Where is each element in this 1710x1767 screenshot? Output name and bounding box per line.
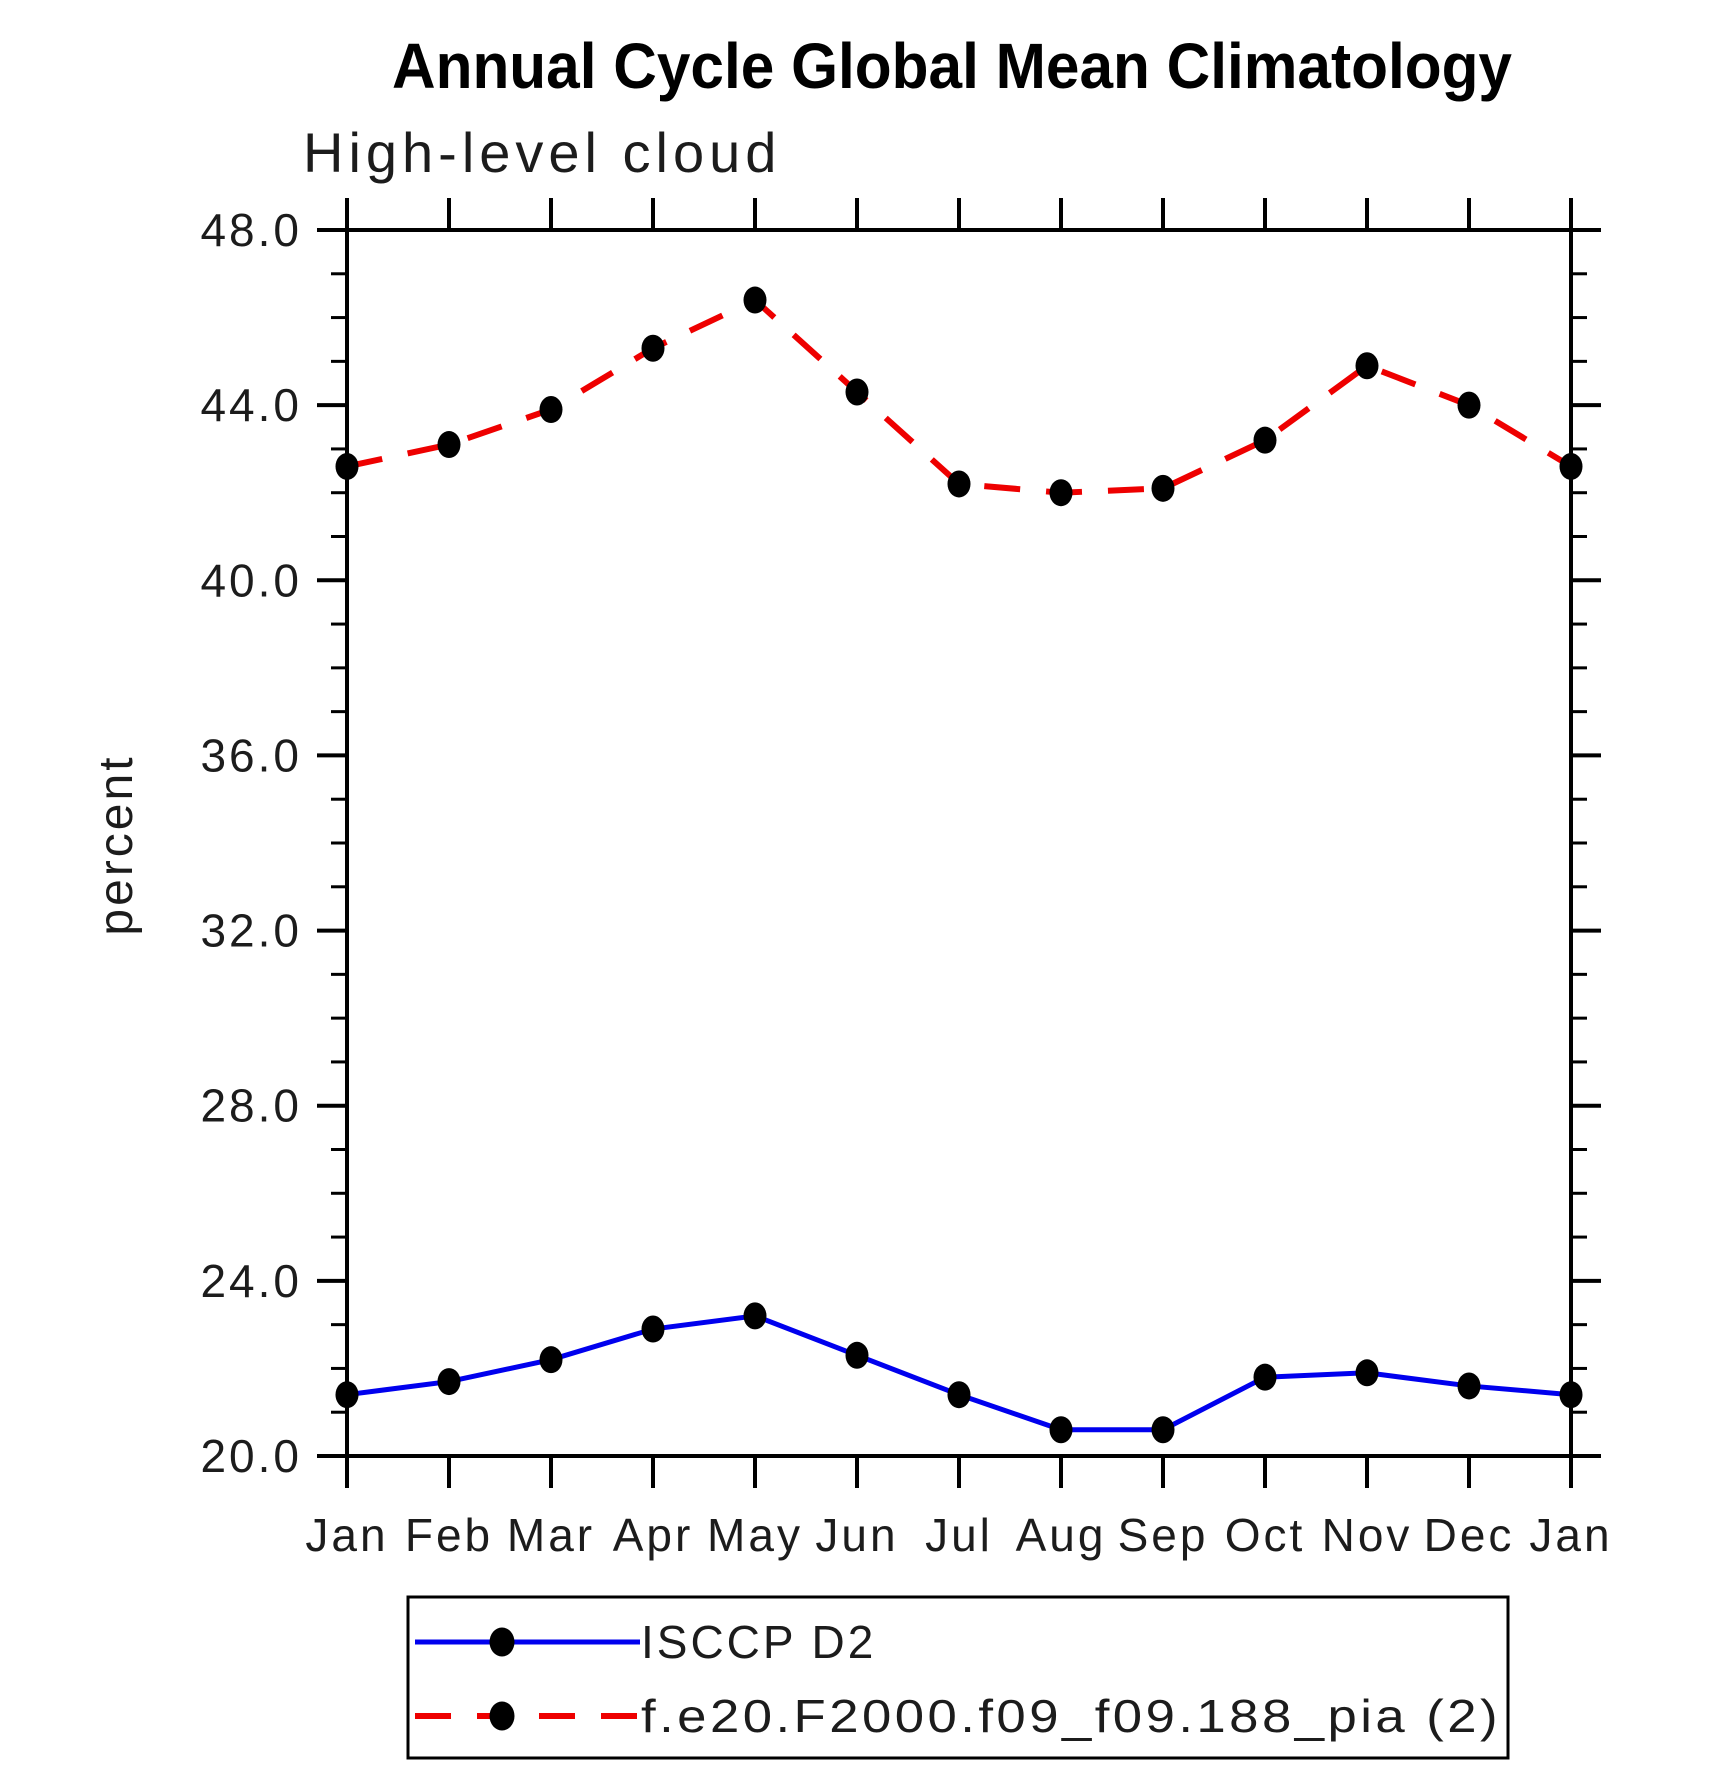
- legend: ISCCP D2 f.e20.F2000.f09_f09.188_pia (2): [406, 1595, 1510, 1760]
- series-marker: [539, 1346, 563, 1374]
- series-marker: [743, 1302, 767, 1330]
- series-marker: [1457, 1372, 1481, 1400]
- legend-marker: [489, 1701, 515, 1731]
- series-marker: [743, 286, 767, 314]
- x-tick-label: Jun: [815, 1509, 898, 1561]
- series-marker: [641, 334, 665, 362]
- series-marker: [1355, 352, 1379, 380]
- series-marker: [539, 396, 563, 424]
- x-tick-label: Sep: [1118, 1509, 1209, 1561]
- x-tick-label: Nov: [1322, 1509, 1413, 1561]
- series-marker: [1559, 1381, 1583, 1409]
- series-marker: [641, 1315, 665, 1343]
- y-tick-label: 36.0: [200, 729, 302, 781]
- y-tick-label: 40.0: [200, 554, 302, 606]
- y-tick-label: 28.0: [200, 1080, 302, 1132]
- x-tick-label: May: [707, 1509, 803, 1561]
- series-marker: [947, 470, 971, 498]
- x-axis-ticks: [345, 198, 1573, 1488]
- series-marker: [947, 1381, 971, 1409]
- series-marker: [335, 1381, 359, 1409]
- x-tick-label: Aug: [1016, 1509, 1107, 1561]
- series-marker: [1355, 1359, 1379, 1387]
- y-axis-minor-ticks: [331, 272, 1587, 1414]
- y-tick-label: 32.0: [200, 905, 302, 957]
- x-tick-label: Jan: [1529, 1509, 1612, 1561]
- series-marker: [845, 1341, 869, 1369]
- legend-label: ISCCP D2: [641, 1616, 876, 1668]
- x-tick-label: Apr: [613, 1509, 694, 1561]
- legend-box: [406, 1595, 1510, 1760]
- series-marker: [1253, 426, 1277, 454]
- series-line-0: [346, 1313, 1572, 1433]
- series-marker: [1151, 1416, 1175, 1444]
- x-tick-label: Jul: [925, 1509, 993, 1561]
- series-marker: [1253, 1363, 1277, 1391]
- chart-title: Annual Cycle Global Mean Climatology: [392, 30, 1512, 102]
- series-marker: [1151, 474, 1175, 502]
- chart-subtitle: High-level cloud: [303, 121, 781, 184]
- legend-entries: ISCCP D2 f.e20.F2000.f09_f09.188_pia (2): [415, 1616, 1501, 1742]
- y-tick-label: 48.0: [200, 204, 302, 256]
- series-marker: [437, 1368, 461, 1396]
- y-tick-label: 24.0: [200, 1255, 302, 1307]
- y-axis-label: percent: [90, 754, 143, 935]
- x-tick-label: Mar: [507, 1509, 595, 1561]
- series-marker: [1049, 1416, 1073, 1444]
- series-marker: [1457, 391, 1481, 419]
- y-tick-label: 20.0: [200, 1430, 302, 1482]
- x-tick-label: Oct: [1225, 1509, 1306, 1561]
- data-series: [335, 286, 1583, 1444]
- x-axis-tick-labels: Jan Feb Mar Apr May Jun Jul Aug Sep Oct Nov Dec Jan: [305, 1509, 1612, 1561]
- x-tick-label: Feb: [405, 1509, 493, 1561]
- legend-label: f.e20.F2000.f09_f09.188_pia (2): [641, 1690, 1501, 1742]
- y-axis-tick-labels: 20.0 24.0 28.0 32.0 36.0 40.0 44.0 48.0: [200, 204, 302, 1482]
- x-tick-label: Dec: [1424, 1509, 1515, 1561]
- y-tick-label: 44.0: [200, 379, 302, 431]
- series-marker: [437, 431, 461, 459]
- series-marker: [845, 378, 869, 406]
- series-marker: [335, 452, 359, 480]
- series-line-1: [346, 296, 1573, 496]
- legend-marker: [489, 1627, 515, 1657]
- series-marker: [1559, 452, 1583, 480]
- y-axis-major-ticks: [317, 228, 1601, 1458]
- series-marker: [1049, 479, 1073, 507]
- x-tick-label: Jan: [305, 1509, 388, 1561]
